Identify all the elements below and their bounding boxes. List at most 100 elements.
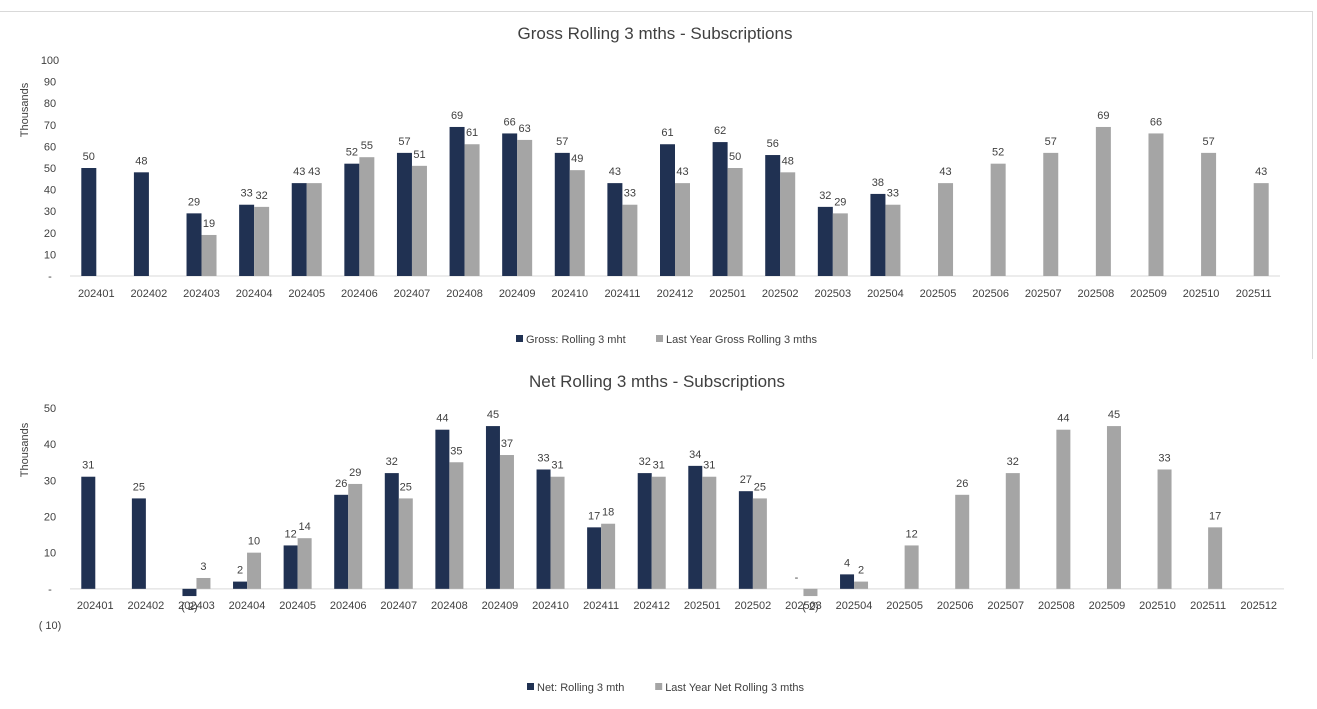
bar <box>688 465 703 589</box>
y-tick-label: 100 <box>41 55 59 67</box>
data-label: 18 <box>602 507 614 519</box>
bar <box>1201 152 1217 276</box>
bar <box>904 545 919 589</box>
x-tick-label: 202506 <box>972 288 1009 300</box>
data-label: 32 <box>1007 456 1019 468</box>
y-tick-label: - <box>48 584 52 596</box>
x-tick-label: 202505 <box>920 288 957 300</box>
x-tick-label: 202504 <box>836 600 873 612</box>
bar <box>550 476 565 589</box>
data-label: 61 <box>466 127 478 139</box>
data-label: 17 <box>1209 510 1221 522</box>
x-tick-label: 202503 <box>785 600 822 612</box>
gross-chart: Gross Rolling 3 mths - Subscriptions Thou… <box>19 24 1280 346</box>
bar <box>1106 426 1121 589</box>
net-chart: Net Rolling 3 mths - Subscriptions Thousa… <box>19 372 1284 694</box>
data-label: 43 <box>939 166 951 178</box>
data-label: 33 <box>241 188 253 200</box>
net-chart-panel: Net Rolling 3 mths - Subscriptions Thousa… <box>0 359 1317 709</box>
bar <box>201 234 217 276</box>
bar <box>384 473 399 589</box>
x-tick-label: 202507 <box>1025 288 1062 300</box>
x-tick-label: 202407 <box>380 600 417 612</box>
y-axis-title: Thousands <box>19 422 31 477</box>
data-label: 26 <box>335 478 347 490</box>
x-tick-label: 202502 <box>735 600 772 612</box>
data-label: 44 <box>1057 413 1069 425</box>
bar <box>133 172 149 276</box>
x-tick-label: 202505 <box>886 600 923 612</box>
y-tick-label: 90 <box>44 77 56 89</box>
data-label: 51 <box>413 149 425 161</box>
data-label: 3 <box>200 561 206 573</box>
data-label: 57 <box>556 136 568 148</box>
data-label: 2 <box>237 565 243 577</box>
data-label: 57 <box>1202 136 1214 148</box>
y-tick-label: 80 <box>44 98 56 110</box>
bar <box>398 498 413 589</box>
x-tick-label: 202508 <box>1038 600 1075 612</box>
data-label: 32 <box>386 456 398 468</box>
bar <box>1005 473 1020 589</box>
x-tick-label: 202410 <box>551 288 588 300</box>
bar <box>622 204 638 276</box>
x-tick-label: 202411 <box>583 600 619 612</box>
bar <box>854 581 869 589</box>
data-label: 33 <box>624 188 636 200</box>
data-label: 45 <box>487 409 499 421</box>
bar <box>283 545 298 589</box>
bar <box>1253 183 1269 276</box>
data-label: ( 2) <box>181 601 198 613</box>
x-tick-label: 202406 <box>341 288 378 300</box>
bar <box>765 155 781 276</box>
bar <box>637 473 652 589</box>
data-label: 38 <box>872 177 884 189</box>
data-label: 12 <box>906 528 918 540</box>
bar <box>727 168 743 276</box>
data-label: 69 <box>451 110 463 122</box>
data-label: 31 <box>703 460 715 472</box>
bar <box>607 183 623 276</box>
data-label: 66 <box>1150 116 1162 128</box>
bar <box>554 152 570 276</box>
y-tick-label: 20 <box>44 228 56 240</box>
data-label: 33 <box>887 188 899 200</box>
y-tick-label: 20 <box>44 512 56 524</box>
x-tick-label: 202404 <box>229 600 266 612</box>
x-tick-label: 202501 <box>709 288 746 300</box>
data-label: 55 <box>361 140 373 152</box>
bar <box>449 126 465 277</box>
y-tick-label: 50 <box>44 403 56 415</box>
bar <box>780 172 796 276</box>
bar <box>233 581 248 589</box>
bar <box>738 491 753 589</box>
bar <box>1148 133 1164 276</box>
bar <box>411 165 427 276</box>
data-label: 25 <box>133 481 145 493</box>
data-label: 49 <box>571 153 583 165</box>
bar <box>182 588 197 597</box>
x-tick-label: 202409 <box>499 288 536 300</box>
bar <box>306 183 322 276</box>
x-tick-label: 202501 <box>684 600 721 612</box>
data-label: 62 <box>714 125 726 137</box>
x-tick-label: 202401 <box>77 600 114 612</box>
y-tick-label: 50 <box>44 163 56 175</box>
x-tick-label: 202403 <box>183 288 220 300</box>
x-tick-label: 202504 <box>867 288 904 300</box>
bar <box>359 157 375 276</box>
data-label: 29 <box>188 196 200 208</box>
data-label: ( 2) <box>802 601 819 613</box>
bar <box>712 142 728 276</box>
bar <box>435 429 450 589</box>
data-label: 33 <box>1158 452 1170 464</box>
data-label: 52 <box>346 147 358 159</box>
bar <box>499 455 514 589</box>
bar <box>1095 126 1111 277</box>
legend-swatch <box>527 683 534 690</box>
data-label: 12 <box>285 528 297 540</box>
data-label: 35 <box>450 445 462 457</box>
x-tick-label: 202508 <box>1078 288 1115 300</box>
data-label: 45 <box>1108 409 1120 421</box>
bar <box>660 144 675 276</box>
